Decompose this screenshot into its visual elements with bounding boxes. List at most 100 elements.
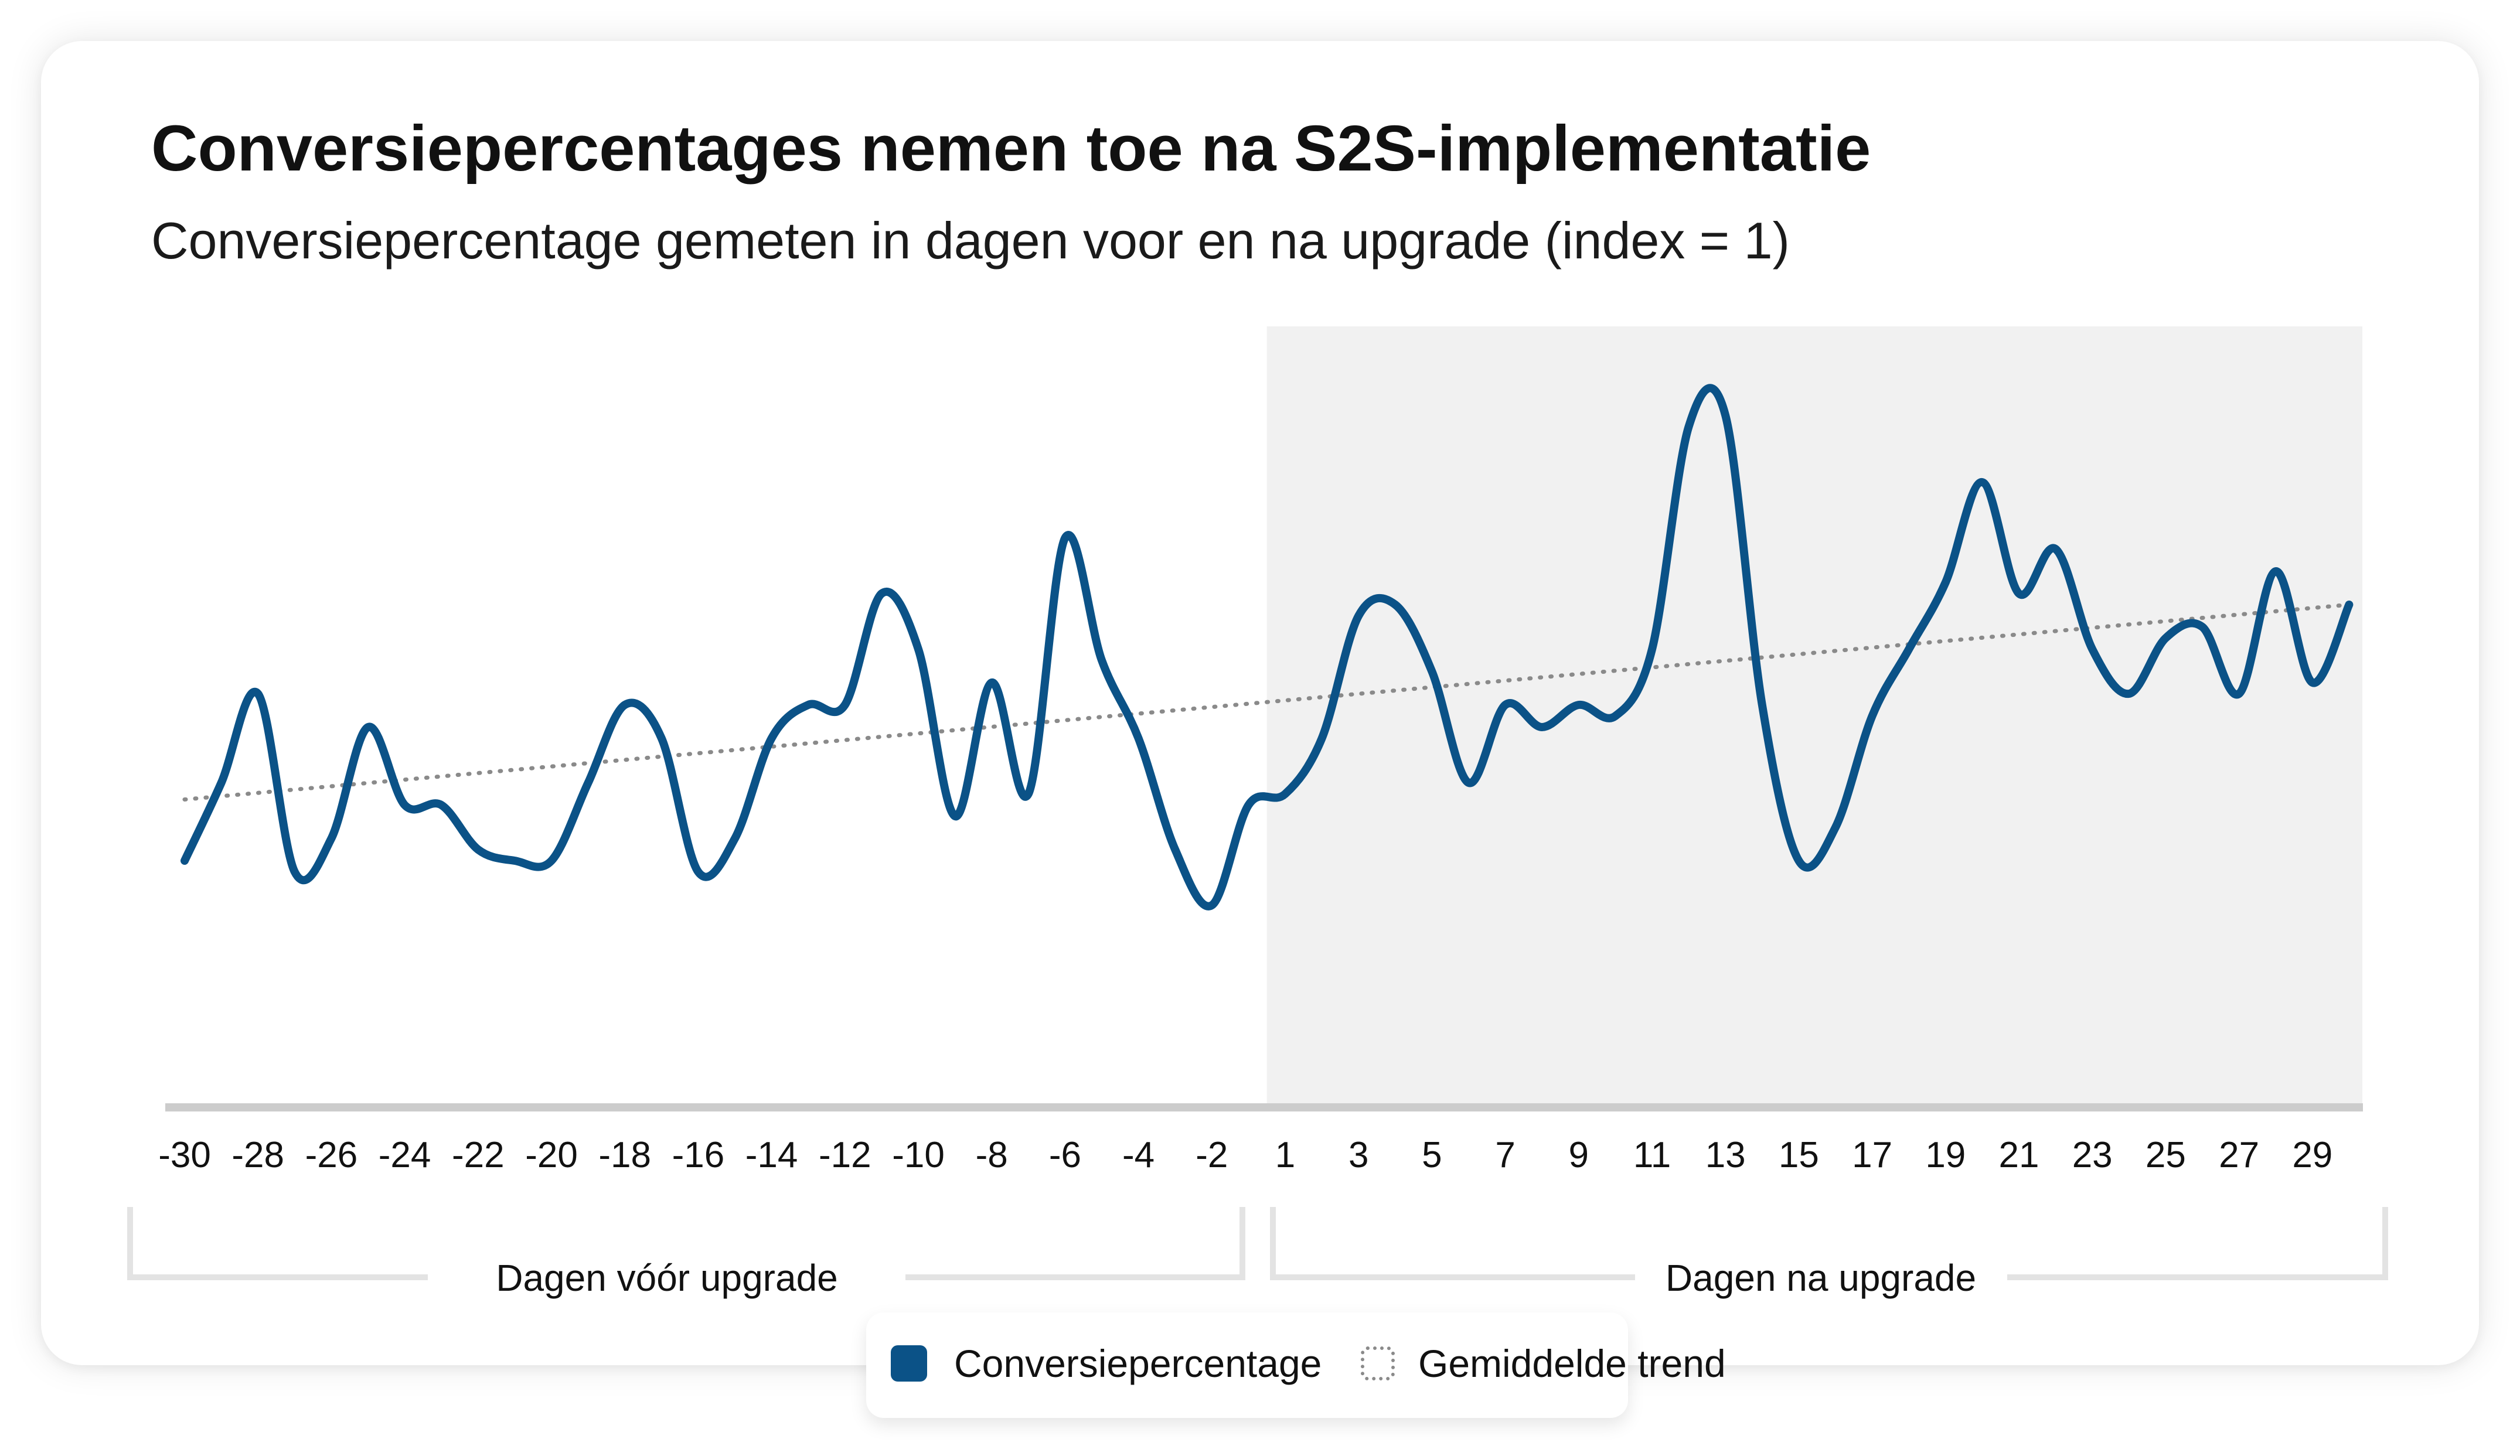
bracket-before-right: [905, 1207, 1245, 1280]
x-tick-label: 7: [1495, 1135, 1515, 1175]
data-point: [1687, 424, 1691, 429]
data-point: [2200, 625, 2205, 629]
data-point: [1136, 736, 1141, 741]
x-tick-label: -12: [819, 1135, 871, 1175]
data-point: [806, 703, 811, 707]
x-tick-label: -26: [305, 1135, 358, 1175]
data-point: [696, 869, 700, 874]
data-point: [1503, 703, 1508, 707]
group-label-after: Dagen na upgrade: [1666, 1257, 1976, 1299]
data-point: [953, 814, 958, 819]
data-point: [2273, 569, 2278, 574]
data-point: [733, 836, 737, 841]
data-point: [1173, 847, 1177, 852]
data-point: [622, 703, 627, 707]
data-point: [512, 858, 517, 863]
x-tick-label: -16: [672, 1135, 725, 1175]
x-tick-label: 1: [1275, 1135, 1295, 1175]
data-point: [1283, 792, 1288, 796]
x-axis-tick-labels: -30 -28 -26 -24 -22 -20 -18 -16 -14 -12 -10 -8 -6 -4 -…: [158, 1135, 2332, 1175]
data-point: [1576, 703, 1581, 707]
data-point: [403, 803, 407, 807]
x-tick-label: 17: [1852, 1135, 1892, 1175]
data-point: [476, 847, 481, 852]
data-point: [1723, 413, 1728, 418]
data-point: [1393, 602, 1398, 607]
bracket-after-right: [2007, 1207, 2388, 1280]
x-tick-label: 11: [1633, 1135, 1671, 1175]
x-tick-label: 3: [1348, 1135, 1368, 1175]
data-point: [182, 858, 187, 863]
x-tick-label: -18: [598, 1135, 651, 1175]
data-point: [879, 591, 884, 596]
x-tick-label: 19: [1925, 1135, 1966, 1175]
bracket-before-left: [127, 1207, 428, 1280]
data-point: [366, 725, 370, 729]
x-tick-label: 25: [2146, 1135, 2186, 1175]
data-point: [1063, 536, 1067, 540]
x-tick-label: -28: [231, 1135, 284, 1175]
data-point: [2163, 636, 2168, 640]
data-point: [2090, 647, 2095, 652]
chart-subtitle: Conversiepercentage gemeten in dagen voo…: [151, 212, 1790, 270]
data-point: [2017, 591, 2021, 596]
data-point: [1356, 613, 1361, 618]
group-label-before: Dagen vóór upgrade: [496, 1257, 838, 1299]
data-point: [2237, 691, 2242, 696]
data-point: [439, 803, 444, 807]
data-point: [2127, 691, 2131, 696]
conversion-series-line: [181, 384, 2354, 911]
data-point: [1796, 858, 1801, 863]
data-point: [1466, 780, 1471, 785]
x-tick-label: -2: [1196, 1135, 1228, 1175]
data-point: [1943, 580, 1948, 585]
data-point: [549, 858, 554, 863]
x-tick-label: -8: [976, 1135, 1008, 1175]
legend-swatch-solid-icon: [891, 1345, 927, 1382]
group-brackets: Dagen vóór upgrade Dagen na upgrade: [127, 1207, 2388, 1299]
chart-title: Conversiepercentages nemen toe na S2S-im…: [151, 112, 1871, 185]
x-tick-label: 29: [2292, 1135, 2332, 1175]
data-point: [256, 691, 260, 696]
post-upgrade-shading: [1266, 326, 2362, 1106]
x-tick-label: -4: [1122, 1135, 1155, 1175]
data-point: [2310, 680, 2315, 685]
data-point: [329, 836, 333, 841]
x-tick-label: -6: [1049, 1135, 1081, 1175]
data-point: [1540, 725, 1544, 729]
data-point: [1833, 825, 1838, 830]
trend-line: [182, 602, 2351, 802]
x-tick-label: -20: [525, 1135, 578, 1175]
data-point: [2054, 547, 2058, 551]
data-point: [2347, 602, 2351, 607]
x-tick-label: -10: [892, 1135, 945, 1175]
data-point: [219, 780, 224, 785]
x-tick-label: 9: [1569, 1135, 1589, 1175]
data-point: [1870, 714, 1875, 718]
bracket-after-left: [1270, 1207, 1635, 1280]
data-point: [989, 680, 994, 685]
x-tick-label: 13: [1705, 1135, 1746, 1175]
data-point: [1760, 703, 1765, 707]
x-tick-label: -22: [452, 1135, 505, 1175]
data-point: [586, 780, 591, 785]
legend-label-trend: Gemiddelde trend: [1418, 1342, 1726, 1385]
data-point: [1210, 903, 1214, 908]
data-point: [1613, 714, 1617, 718]
data-point: [1650, 647, 1654, 652]
legend-label-conversion: Conversiepercentage: [954, 1342, 1322, 1385]
x-tick-label: 5: [1422, 1135, 1442, 1175]
x-tick-label: -14: [745, 1135, 798, 1175]
legend-item-conversion[interactable]: Conversiepercentage: [891, 1337, 1322, 1390]
data-point: [769, 736, 774, 741]
data-point: [1980, 480, 1984, 485]
data-point: [1429, 669, 1434, 674]
x-tick-label: -30: [158, 1135, 211, 1175]
x-tick-label: -24: [379, 1135, 431, 1175]
legend-item-trend[interactable]: Gemiddelde trend: [1361, 1337, 1726, 1390]
legend-swatch-dotted-icon: [1361, 1346, 1395, 1380]
data-point: [292, 869, 297, 874]
data-point: [1320, 736, 1324, 741]
data-point: [843, 703, 847, 707]
